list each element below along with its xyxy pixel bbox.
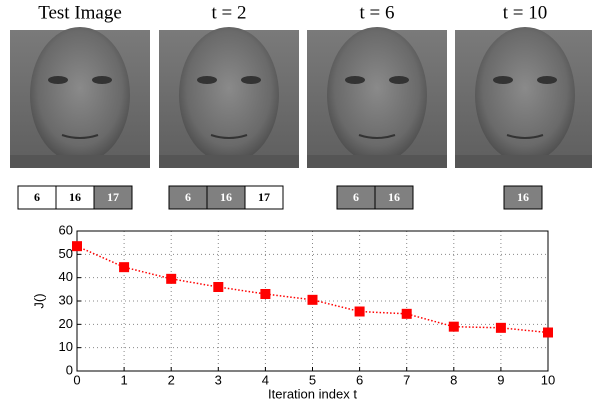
marker: [448, 321, 459, 332]
panel-title: t = 10: [503, 2, 548, 23]
label-text: 16: [517, 190, 529, 204]
y-tick-label: 50: [59, 246, 73, 261]
label-text: 16: [69, 190, 81, 204]
x-tick-label: 5: [309, 372, 316, 387]
marker: [307, 294, 318, 305]
shirt: [307, 155, 447, 168]
marker: [260, 289, 271, 299]
mouth: [210, 134, 248, 139]
y-tick-label: 30: [59, 292, 73, 307]
panel-title: t = 6: [360, 2, 395, 23]
y-tick-label: 20: [59, 316, 73, 331]
mouth: [61, 134, 99, 139]
panel-title: Test Image: [38, 2, 122, 23]
x-tick-label: 7: [403, 372, 410, 387]
x-tick-label: 1: [120, 372, 127, 387]
x-tick-label: 10: [541, 372, 555, 387]
label-text: 6: [353, 190, 359, 204]
eye: [537, 76, 557, 84]
label-text: 17: [258, 190, 270, 204]
marker: [166, 273, 177, 284]
marker: [401, 308, 412, 319]
label-box: [503, 185, 543, 210]
shirt: [455, 155, 592, 168]
x-tick-label: 3: [215, 372, 222, 387]
y-axis-label: J(): [31, 293, 46, 308]
mouth: [506, 134, 544, 139]
y-tick-label: 0: [66, 362, 73, 377]
face: [30, 27, 130, 163]
y-tick-label: 60: [59, 222, 73, 237]
y-tick-label: 10: [59, 339, 73, 354]
marker: [72, 241, 82, 252]
marker: [495, 322, 506, 333]
shirt: [159, 155, 299, 168]
eye: [48, 76, 68, 84]
plot-frame: [76, 230, 549, 372]
x-tick-label: 0: [73, 372, 80, 387]
marker: [543, 327, 553, 338]
eye: [493, 76, 513, 84]
x-tick-label: 6: [356, 372, 363, 387]
face: [179, 27, 279, 163]
face: [327, 27, 427, 163]
x-tick-label: 2: [168, 372, 175, 387]
eye: [345, 76, 365, 84]
panel-title: t = 2: [212, 2, 247, 23]
marker: [119, 262, 130, 273]
marker: [213, 282, 224, 292]
label-box: [93, 185, 133, 210]
eye: [389, 76, 409, 84]
x-tick-label: 4: [262, 372, 269, 387]
mouth: [358, 134, 396, 139]
x-axis-label: Iteration index t: [268, 386, 357, 401]
label-text: 17: [107, 190, 119, 204]
shirt: [10, 155, 150, 168]
x-tick-label: 9: [497, 372, 504, 387]
eye: [197, 76, 217, 84]
label-text: 16: [388, 190, 400, 204]
label-text: 6: [185, 190, 191, 204]
face: [475, 27, 575, 163]
marker: [354, 306, 365, 317]
eye: [241, 76, 261, 84]
label-box: [374, 185, 414, 210]
label-text: 6: [34, 190, 40, 204]
x-tick-label: 8: [450, 372, 457, 387]
label-text: 16: [220, 190, 232, 204]
eye: [92, 76, 112, 84]
y-tick-label: 40: [59, 269, 73, 284]
label-box: [244, 185, 284, 210]
